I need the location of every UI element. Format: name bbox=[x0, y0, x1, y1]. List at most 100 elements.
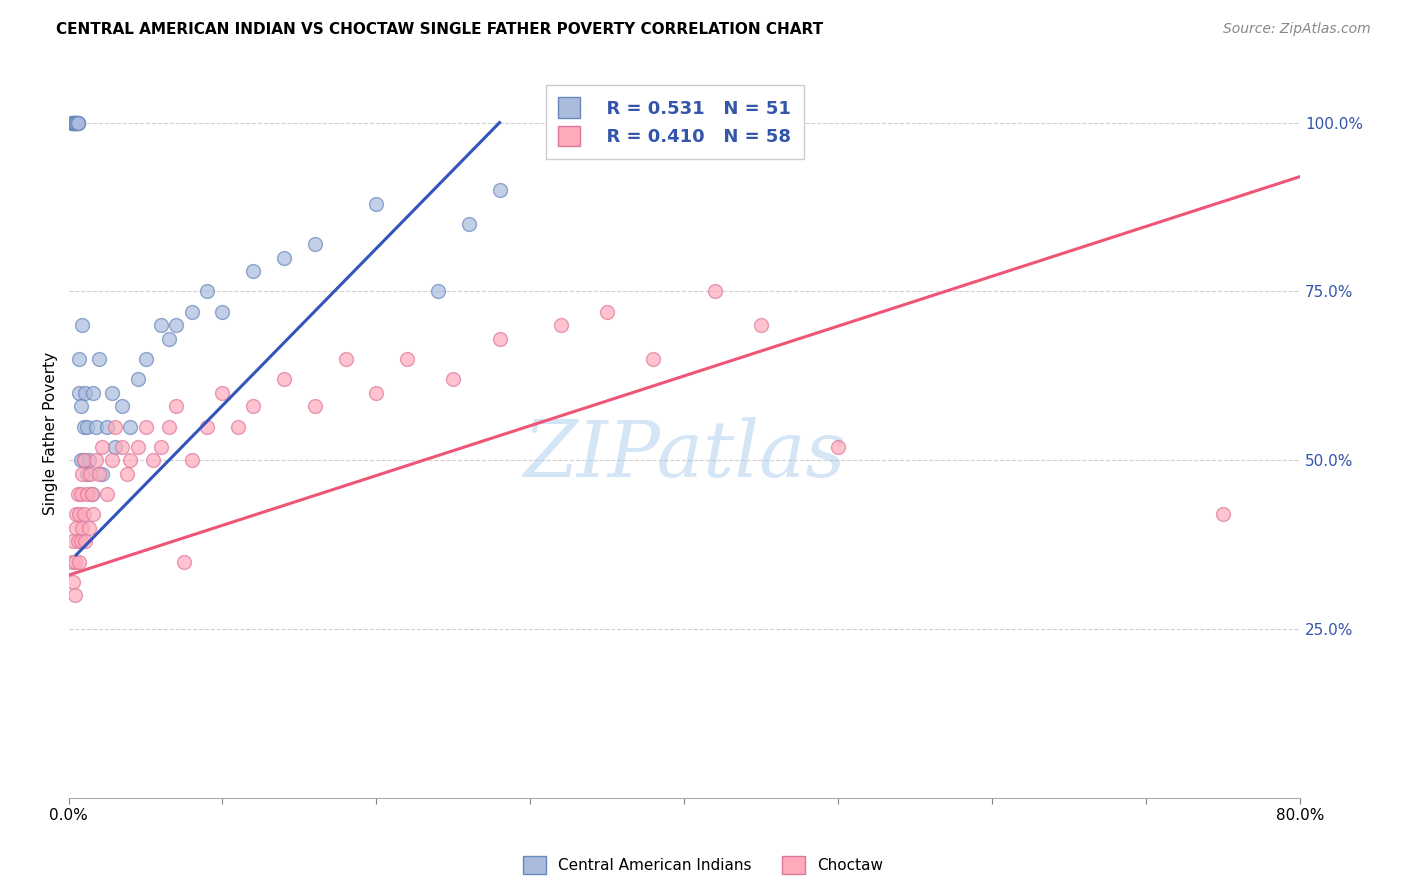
Point bbox=[749, 318, 772, 333]
Point bbox=[165, 318, 187, 333]
Point bbox=[76, 487, 98, 501]
Point bbox=[120, 419, 142, 434]
Point bbox=[643, 351, 665, 366]
Point bbox=[91, 440, 114, 454]
Point bbox=[89, 467, 111, 481]
Point bbox=[100, 453, 122, 467]
Point bbox=[366, 196, 388, 211]
Point bbox=[149, 440, 172, 454]
Point bbox=[111, 399, 134, 413]
Point bbox=[66, 115, 89, 129]
Point bbox=[63, 115, 86, 129]
Point bbox=[134, 419, 156, 434]
Text: CENTRAL AMERICAN INDIAN VS CHOCTAW SINGLE FATHER POVERTY CORRELATION CHART: CENTRAL AMERICAN INDIAN VS CHOCTAW SINGL… bbox=[56, 22, 824, 37]
Point bbox=[488, 183, 510, 197]
Point bbox=[70, 399, 93, 413]
Point bbox=[60, 115, 83, 129]
Point bbox=[84, 419, 107, 434]
Point bbox=[142, 453, 165, 467]
Point bbox=[366, 385, 388, 400]
Legend: Central American Indians, Choctaw: Central American Indians, Choctaw bbox=[517, 850, 889, 880]
Point bbox=[72, 467, 94, 481]
Point bbox=[65, 521, 87, 535]
Point bbox=[67, 555, 90, 569]
Point bbox=[195, 419, 218, 434]
Point bbox=[73, 508, 96, 522]
Point bbox=[62, 574, 84, 589]
Point bbox=[427, 285, 450, 299]
Point bbox=[67, 351, 90, 366]
Point bbox=[335, 351, 357, 366]
Point bbox=[134, 351, 156, 366]
Point bbox=[66, 534, 89, 549]
Point bbox=[70, 453, 93, 467]
Point bbox=[73, 453, 96, 467]
Point bbox=[180, 304, 202, 318]
Point bbox=[65, 115, 87, 129]
Point bbox=[165, 399, 187, 413]
Point bbox=[104, 440, 127, 454]
Point bbox=[70, 487, 93, 501]
Point bbox=[60, 115, 83, 129]
Point bbox=[211, 304, 233, 318]
Point bbox=[457, 217, 479, 231]
Point bbox=[62, 115, 84, 129]
Point bbox=[488, 332, 510, 346]
Point bbox=[100, 385, 122, 400]
Point bbox=[242, 399, 264, 413]
Point bbox=[62, 115, 84, 129]
Point bbox=[115, 467, 138, 481]
Point bbox=[82, 385, 104, 400]
Point bbox=[63, 555, 86, 569]
Point bbox=[127, 440, 149, 454]
Point bbox=[195, 285, 218, 299]
Point bbox=[89, 351, 111, 366]
Point bbox=[211, 385, 233, 400]
Point bbox=[596, 304, 619, 318]
Point bbox=[67, 508, 90, 522]
Point bbox=[72, 521, 94, 535]
Point bbox=[157, 332, 180, 346]
Point bbox=[80, 487, 103, 501]
Point bbox=[173, 555, 195, 569]
Point bbox=[120, 453, 142, 467]
Point bbox=[62, 534, 84, 549]
Point bbox=[76, 467, 98, 481]
Point bbox=[149, 318, 172, 333]
Point bbox=[66, 115, 89, 129]
Point bbox=[704, 285, 727, 299]
Point bbox=[157, 419, 180, 434]
Point bbox=[273, 372, 295, 386]
Point bbox=[91, 467, 114, 481]
Point bbox=[66, 115, 89, 129]
Point bbox=[62, 115, 84, 129]
Point bbox=[242, 264, 264, 278]
Point bbox=[304, 237, 326, 252]
Legend:   R = 0.531   N = 51,   R = 0.410   N = 58: R = 0.531 N = 51, R = 0.410 N = 58 bbox=[546, 85, 804, 159]
Point bbox=[73, 453, 96, 467]
Point bbox=[73, 419, 96, 434]
Text: Source: ZipAtlas.com: Source: ZipAtlas.com bbox=[1223, 22, 1371, 37]
Point bbox=[84, 453, 107, 467]
Point bbox=[80, 487, 103, 501]
Point bbox=[111, 440, 134, 454]
Point bbox=[441, 372, 464, 386]
Point bbox=[1212, 508, 1234, 522]
Point bbox=[63, 115, 86, 129]
Point bbox=[66, 487, 89, 501]
Point bbox=[127, 372, 149, 386]
Text: ZIPatlas: ZIPatlas bbox=[523, 417, 845, 493]
Y-axis label: Single Father Poverty: Single Father Poverty bbox=[44, 351, 58, 515]
Point bbox=[180, 453, 202, 467]
Point bbox=[63, 115, 86, 129]
Point bbox=[70, 534, 93, 549]
Point bbox=[96, 419, 118, 434]
Point bbox=[72, 318, 94, 333]
Point bbox=[273, 251, 295, 265]
Point bbox=[77, 453, 100, 467]
Point bbox=[63, 115, 86, 129]
Point bbox=[226, 419, 249, 434]
Point bbox=[827, 440, 849, 454]
Point bbox=[550, 318, 572, 333]
Point bbox=[63, 589, 86, 603]
